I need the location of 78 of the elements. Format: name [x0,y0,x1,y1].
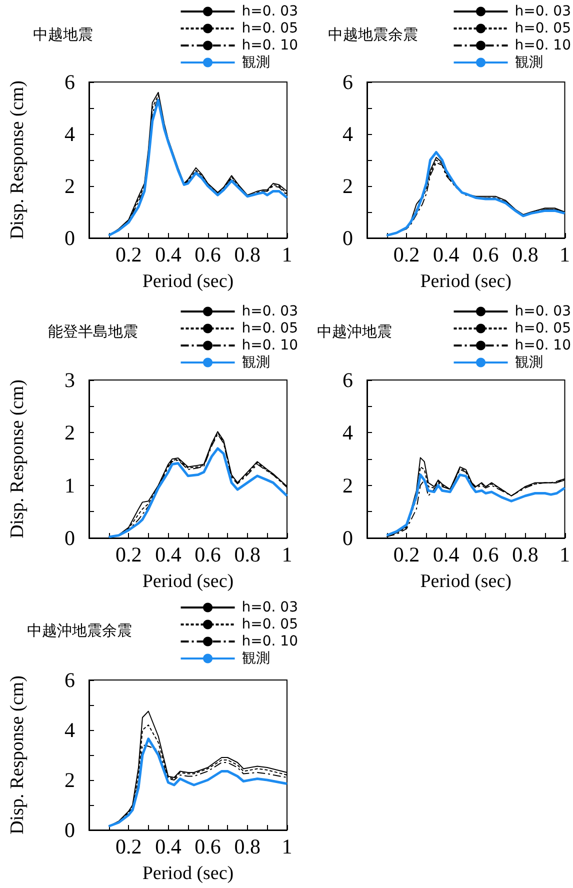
y-tick-label: 2 [342,473,353,498]
x-tick-label: 1 [282,542,292,566]
y-axis-title: Disp. Response (cm) [7,676,28,834]
legend-label: h=0. 10 [514,38,572,54]
y-tick-label: 0 [64,526,75,550]
x-tick-label: 0.4 [155,834,182,858]
y-tick-label: 2 [64,420,75,445]
legend-label: 観測 [514,54,543,70]
y-tick-label: 0 [342,226,353,250]
y-tick-label: 6 [342,70,353,94]
x-axis-title: Period (sec) [142,863,234,884]
x-tick-label: 0.6 [194,242,221,266]
x-tick-label: 0.4 [432,242,460,266]
x-tick-label: 1 [282,834,292,858]
legend-label: h=0. 10 [514,338,572,354]
y-axis-title: Disp. Response (cm) [7,80,28,240]
x-tick-label: 0.8 [512,542,538,566]
x-tick-label: 0.8 [234,834,261,858]
x-tick-label: 0.4 [155,242,182,266]
x-tick-label: 0.6 [472,542,499,566]
x-tick-label: 0.2 [115,542,142,566]
x-tick-label: 0.6 [194,834,221,858]
legend-label: h=0. 03 [242,600,298,616]
legend-label: h=0. 10 [242,338,298,354]
x-tick-label: 0.4 [432,542,460,566]
legend-label: h=0. 05 [514,320,572,336]
x-tick-label: 0.2 [393,542,420,566]
x-tick-label: 0.2 [115,242,142,266]
chart-title: 中越沖地震 [317,322,392,340]
y-tick-label: 3 [64,368,75,392]
chart-title: 中越地震余震 [328,26,418,44]
chart-title: 中越地震 [33,26,93,44]
y-tick-label: 4 [64,718,76,742]
legend-label: h=0. 05 [242,616,298,632]
x-tick-label: 0.4 [155,542,182,566]
legend-label: h=0. 05 [242,320,298,336]
y-tick-label: 2 [64,174,75,198]
legend-label: h=0. 03 [514,4,572,20]
y-tick-label: 2 [64,768,75,792]
chart-title: 能登半島地震 [48,322,138,340]
y-tick-label: 2 [342,174,353,198]
y-tick-label: 1 [64,473,75,498]
x-tick-label: 0.2 [393,242,420,266]
x-axis-title: Period (sec) [142,571,234,592]
x-tick-label: 0.2 [115,834,142,858]
x-tick-label: 0.6 [472,242,499,266]
x-tick-label: 0.8 [234,242,261,266]
x-tick-label: 1 [282,242,292,266]
y-tick-label: 6 [342,368,353,392]
x-tick-label: 0.6 [194,542,221,566]
legend-label: 観測 [242,650,270,666]
legend-label: h=0. 10 [242,634,298,650]
legend-label: 観測 [514,354,543,370]
y-axis-title: Disp. Response (cm) [7,380,28,538]
y-tick-label: 6 [64,70,75,94]
x-tick-label: 0.8 [512,242,538,266]
legend-label: h=0. 10 [242,38,298,54]
chart-title: 中越沖地震余震 [27,622,132,640]
x-tick-label: 0.8 [234,542,261,566]
legend-label: 観測 [242,354,270,370]
y-tick-label: 4 [64,122,76,146]
y-tick-label: 6 [64,668,75,692]
y-tick-label: 4 [342,420,354,445]
y-tick-label: 4 [342,122,354,146]
legend-label: h=0. 03 [514,304,572,320]
legend-label: h=0. 03 [242,304,298,320]
x-axis-title: Period (sec) [420,271,512,292]
legend-label: h=0. 03 [242,4,298,20]
y-tick-label: 0 [64,818,75,842]
x-tick-label: 1 [560,242,570,266]
legend-label: h=0. 05 [242,20,298,36]
legend-label: h=0. 05 [514,20,572,36]
x-axis-title: Period (sec) [142,271,234,292]
y-tick-label: 0 [342,526,353,550]
x-axis-title: Period (sec) [420,571,512,592]
y-tick-label: 0 [64,226,75,250]
x-tick-label: 1 [560,542,570,566]
legend-label: 観測 [242,54,270,70]
